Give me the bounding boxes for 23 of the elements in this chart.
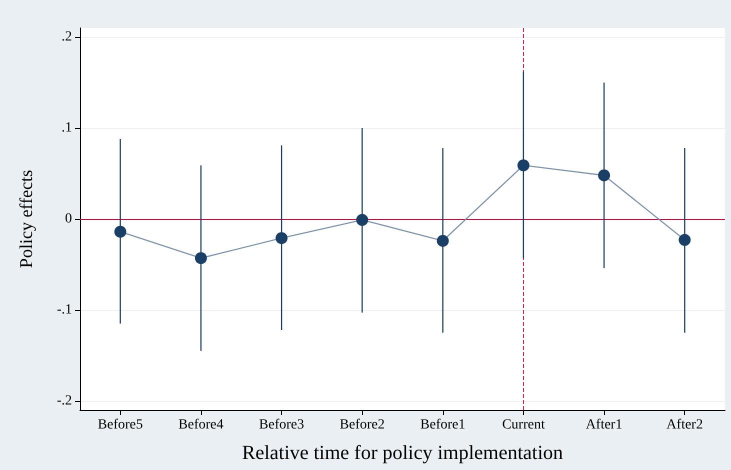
point — [678, 234, 691, 246]
y-tick-label: 0 — [65, 212, 72, 226]
point — [194, 252, 207, 264]
point — [436, 234, 449, 247]
x-axis-title: Relative time for policy implementation — [242, 442, 564, 464]
x-tick-label: Before5 — [98, 418, 143, 432]
y-tick-label: -.1 — [56, 302, 72, 318]
y-tick-label: -.2 — [56, 393, 72, 408]
point — [114, 226, 126, 238]
x-tick-label: Before2 — [340, 418, 385, 432]
x-tick-label: Before1 — [420, 418, 466, 432]
x-tick-label: Before4 — [178, 418, 224, 432]
x-tick-label: After2 — [666, 418, 703, 432]
y-axis-title: Policy effects — [16, 170, 36, 268]
point — [276, 232, 288, 244]
x-tick-label: Current — [502, 418, 545, 432]
point — [356, 214, 368, 226]
point — [598, 169, 610, 182]
x-tick-label: Before3 — [259, 418, 304, 432]
point — [517, 159, 530, 172]
y-tick-label: .2 — [62, 30, 72, 45]
y-tick-label: .1 — [62, 120, 72, 136]
x-tick-label: After1 — [586, 418, 622, 432]
